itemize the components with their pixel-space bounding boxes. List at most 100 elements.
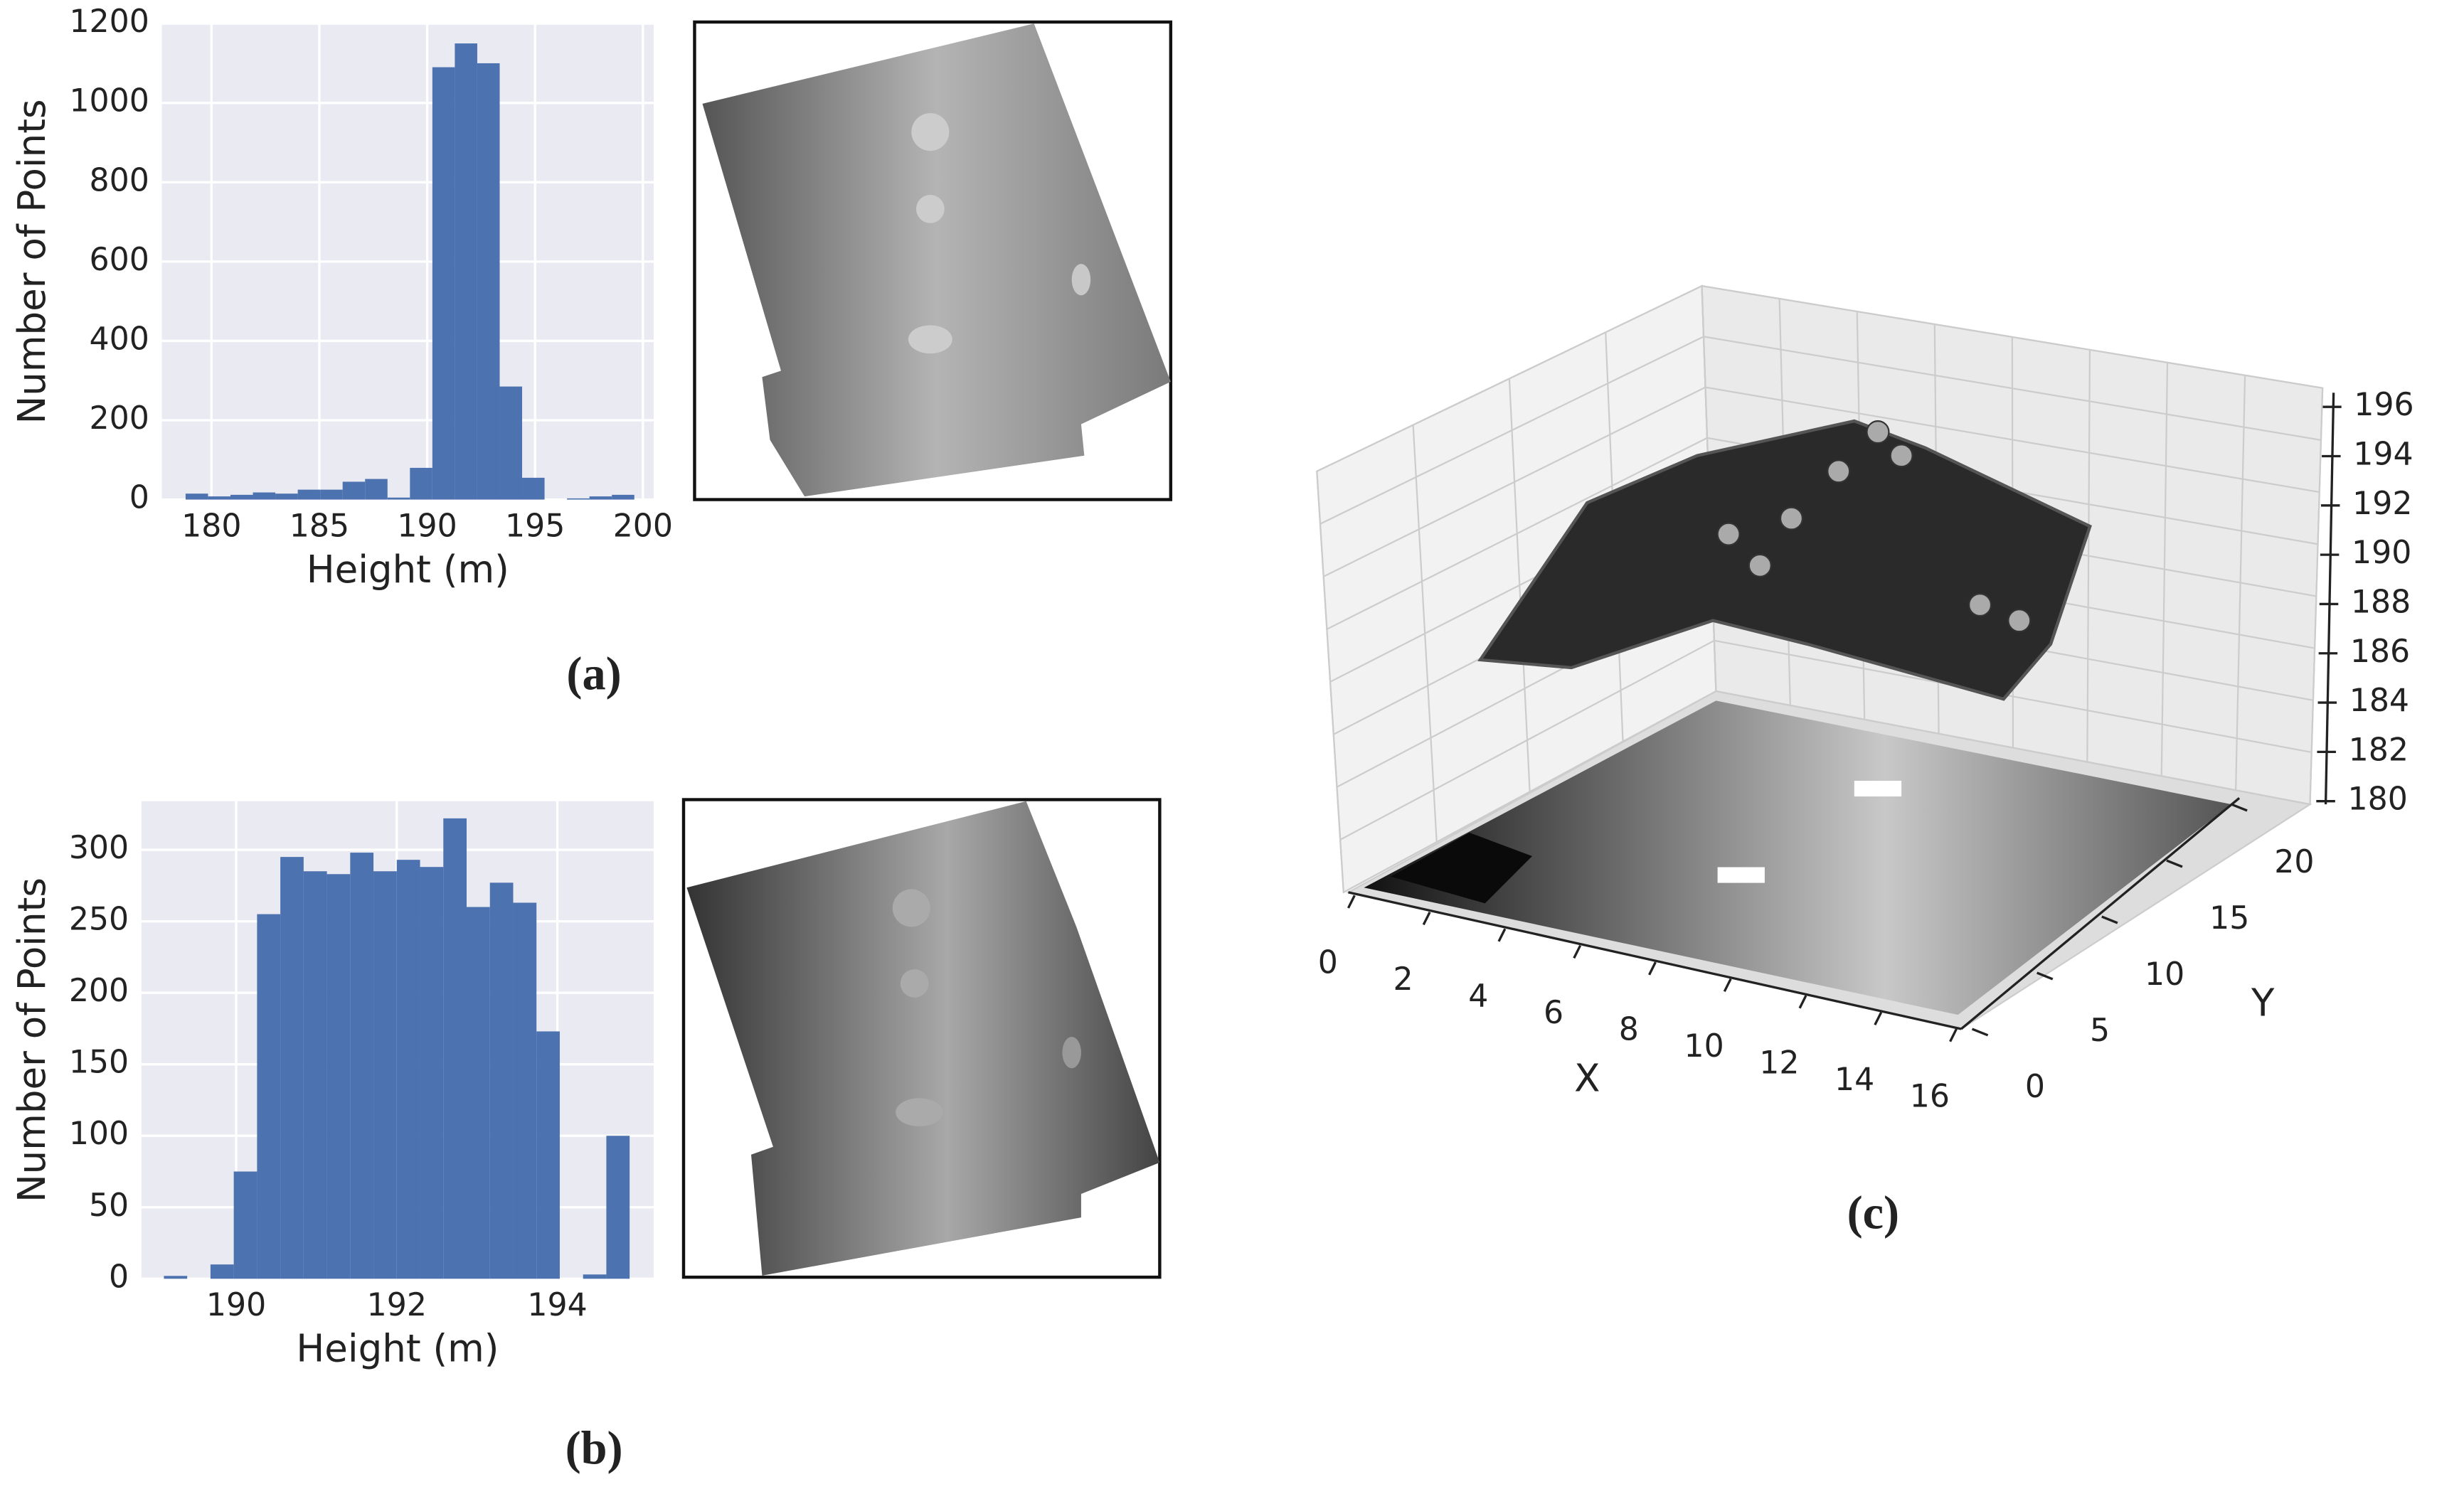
image-a: [693, 20, 1173, 501]
bar: [365, 479, 388, 500]
y-tick-label: 1200: [69, 4, 149, 40]
tick-mark: [1723, 978, 1732, 993]
x-tick-label: 190: [397, 508, 457, 544]
x-tick-label: 190: [206, 1287, 266, 1323]
x-tick-label: 185: [290, 508, 349, 544]
bar: [210, 1264, 234, 1279]
x-axis-label: Height (m): [307, 548, 509, 592]
tick-mark: [1422, 911, 1431, 926]
x-tick-label: 195: [505, 508, 565, 544]
tick-mark: [2231, 803, 2248, 812]
x-axis-label: X: [1574, 1057, 1600, 1101]
bar: [410, 467, 432, 500]
axis-line: [1960, 797, 2241, 1030]
point-highlight: [1866, 420, 1890, 444]
y-axis-label: Number of Points: [10, 877, 54, 1202]
bar: [320, 489, 343, 500]
x-tick-label: 8: [1619, 1011, 1639, 1047]
bar: [233, 1171, 257, 1279]
axis-line: [1348, 891, 1962, 1030]
y-tick-label: 0: [2025, 1069, 2045, 1105]
bar: [606, 1136, 630, 1279]
y-tick-label: 200: [90, 400, 149, 437]
bar: [513, 902, 537, 1279]
x-tick-label: 16: [1910, 1078, 1950, 1114]
x-tick-label: 10: [1684, 1028, 1724, 1065]
tick-mark: [2036, 971, 2054, 981]
z-tick-label: 186: [2350, 634, 2410, 670]
point-highlight: [1889, 444, 1913, 468]
y-axis-label: Y: [2251, 981, 2275, 1025]
bar: [455, 43, 477, 500]
y-tick-label: 100: [69, 1116, 129, 1152]
bar: [253, 492, 276, 500]
x-tick-label: 0: [1318, 944, 1338, 981]
grid-line: [1343, 690, 1716, 893]
z-tick-label: 194: [2353, 437, 2413, 473]
point-highlight: [1779, 506, 1804, 530]
bar: [536, 1031, 560, 1279]
tick-mark: [1347, 895, 1356, 909]
x-tick-label: 200: [613, 508, 673, 544]
x-tick-label: 12: [1759, 1045, 1799, 1081]
tick-mark: [1798, 995, 1807, 1009]
bar: [612, 494, 634, 500]
tick-mark: [2101, 915, 2118, 924]
y-tick-label: 1000: [69, 83, 149, 119]
bar: [297, 489, 321, 500]
y-tick-label: 250: [69, 902, 129, 938]
tick-mark: [1573, 944, 1582, 959]
z-tick-label: 184: [2349, 683, 2409, 719]
z-tick-label: 196: [2354, 387, 2413, 423]
x-tick-label: 180: [181, 508, 241, 544]
bar: [275, 493, 298, 500]
bar: [387, 497, 410, 500]
y-tick-label: 300: [69, 830, 129, 866]
bar: [522, 477, 545, 500]
grid-line: [2309, 388, 2324, 805]
z-tick-label: 192: [2352, 486, 2412, 522]
grid-line: [1316, 285, 1703, 472]
y-tick-label: 50: [89, 1188, 129, 1224]
tick-mark: [1949, 1028, 1958, 1042]
bar: [589, 496, 612, 500]
y-tick-label: 20: [2274, 844, 2314, 880]
y-axis-label: Number of Points: [10, 99, 54, 424]
bar: [467, 907, 490, 1279]
caption: (a): [566, 649, 621, 700]
y-tick-label: 5: [2090, 1013, 2110, 1049]
point-cloud: [1477, 419, 2092, 701]
x-tick-label: 6: [1544, 995, 1563, 1031]
bar: [583, 1274, 607, 1279]
bar: [396, 860, 420, 1279]
point-highlight: [1748, 553, 1772, 577]
bar: [373, 871, 397, 1279]
bar: [432, 67, 455, 500]
x-tick-label: 14: [1834, 1062, 1874, 1098]
bar: [443, 818, 467, 1279]
tick-mark: [1648, 961, 1657, 976]
grid-line: [1508, 378, 1531, 792]
x-tick-label: 2: [1393, 961, 1413, 998]
y-tick-label: 200: [69, 973, 129, 1009]
y-tick-label: 0: [129, 480, 149, 516]
z-tick-label: 182: [2349, 732, 2409, 768]
tick-mark: [1874, 1011, 1883, 1025]
bar: [420, 867, 444, 1279]
bar: [499, 386, 523, 500]
point-highlight: [1716, 522, 1741, 546]
tick-mark: [1497, 928, 1507, 942]
caption: (b): [565, 1423, 623, 1475]
x-tick-label: 194: [527, 1287, 587, 1323]
bar: [257, 914, 281, 1279]
grid-line: [1412, 425, 1438, 843]
bar: [280, 857, 304, 1279]
plot-3d-panes: [1316, 284, 2324, 1030]
grid-line: [2160, 362, 2169, 777]
z-tick-label: 188: [2351, 584, 2411, 620]
tick-mark: [1971, 1028, 1989, 1037]
bar: [489, 882, 514, 1279]
grid-line: [1316, 471, 1344, 892]
bar: [342, 481, 366, 500]
